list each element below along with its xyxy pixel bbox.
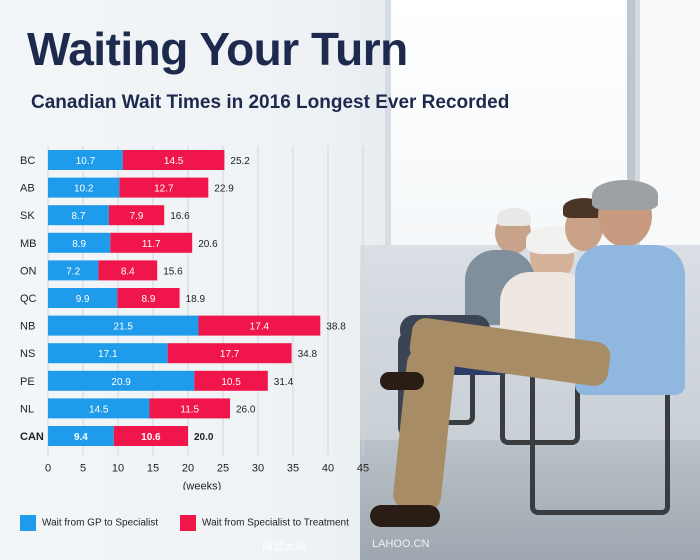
bar-label-specialist: 17.4 [250,322,270,333]
bar-specialist [117,288,180,308]
bar-label-gp: 20.9 [111,377,131,388]
bar-specialist [110,232,193,253]
bar-total-label: 20.0 [194,432,214,443]
bar-specialist [198,315,321,336]
stacked-bar-chart: BC 10.7 14.5 25.2 AB 10.2 12.7 22.9 SK 8.7 7.9 16.6… [20,146,369,490]
category-label: AB [20,183,35,195]
bar-specialist [108,205,165,226]
bar-gp [48,177,120,198]
chart-subtitle: Canadian Wait Times in 2016 Longest Ever… [31,92,510,113]
bar-gp [48,315,199,336]
category-label: MB [20,238,37,250]
bar-gp [48,288,118,308]
category-label: BC [20,155,35,167]
bar-label-gp: 8.9 [72,239,86,250]
chart-title: Waiting Your Turn [27,23,408,75]
bar-specialist [194,370,268,391]
x-axis-label: (weeks) [183,481,222,490]
x-tick-label: 25 [217,463,229,475]
bar-total-label: 22.9 [214,184,234,195]
bar-label-gp: 9.4 [74,432,88,443]
x-tick-label: 20 [182,463,194,475]
x-tick-label: 0 [45,463,51,475]
category-label: SK [20,210,35,222]
category-label: PE [20,376,35,388]
bar-total-label: 16.6 [170,211,190,222]
bar-label-gp: 7.2 [66,266,80,277]
category-label: QC [20,293,37,305]
x-tick-label: 5 [80,463,86,475]
category-label: NS [20,348,35,360]
x-tick-label: 40 [322,463,334,475]
bar-gp [48,398,150,419]
bar-label-specialist: 11.5 [180,404,199,415]
bar-label-specialist: 8.9 [141,294,155,305]
bar-gp [48,205,109,226]
bar-label-specialist: 12.7 [154,184,174,195]
bar-total-label: 18.9 [186,294,206,305]
watermark-right: LAHOO.CN [372,538,430,550]
bar-label-gp: 10.7 [76,156,96,167]
x-tick-label: 30 [252,463,264,475]
category-label: ON [20,265,37,277]
bar-total-label: 15.6 [163,266,183,277]
bar-total-label: 25.2 [230,156,250,167]
bar-label-specialist: 17.7 [220,349,240,360]
x-tick-label: 15 [147,463,159,475]
bar-gp [48,343,168,364]
watermark-left: 闻堂大观 [262,541,306,553]
bar-specialist [119,177,209,198]
bar-total-label: 34.8 [298,349,318,360]
bar-label-specialist: 10.5 [221,377,241,388]
bar-specialist [98,260,158,281]
bar-gp [48,370,195,391]
bar-label-specialist: 10.6 [141,432,161,443]
bar-total-label: 31.4 [274,377,294,388]
bar-specialist [167,343,292,364]
category-label: CAN [20,431,44,443]
bar-label-gp: 17.1 [98,349,118,360]
bar-label-gp: 14.5 [89,404,109,415]
bar-specialist [149,398,230,419]
legend-swatch-specialist [180,515,196,531]
bar-label-specialist: 7.9 [130,211,144,222]
bar-gp [48,426,114,446]
legend-label-specialist: Wait from Specialist to Treatment [202,517,349,529]
bar-label-gp: 9.9 [76,294,90,305]
bar-specialist [113,426,188,446]
bar-label-specialist: 14.5 [164,156,184,167]
legend-label-gp: Wait from GP to Specialist [42,517,159,529]
bar-specialist [122,150,225,170]
bar-label-gp: 21.5 [114,322,134,333]
category-label: NB [20,321,35,333]
legend-swatch-gp [20,515,36,531]
bar-gp [48,150,123,170]
bar-label-specialist: 8.4 [121,266,135,277]
legend-item-gp: Wait from GP to Specialist [20,515,158,531]
category-label: NL [20,403,34,415]
bar-label-specialist: 11.7 [142,239,161,250]
legend-item-specialist: Wait from Specialist to Treatment [180,515,349,531]
bar-total-label: 20.6 [198,239,218,250]
bar-total-label: 26.0 [236,404,256,415]
bar-label-gp: 8.7 [71,211,85,222]
x-tick-label: 45 [357,463,369,475]
x-tick-label: 10 [112,463,124,475]
bar-total-label: 38.8 [326,322,346,333]
bar-label-gp: 10.2 [74,184,94,195]
bar-gp [48,260,99,281]
x-tick-label: 35 [287,463,299,475]
bar-gp [48,232,111,253]
